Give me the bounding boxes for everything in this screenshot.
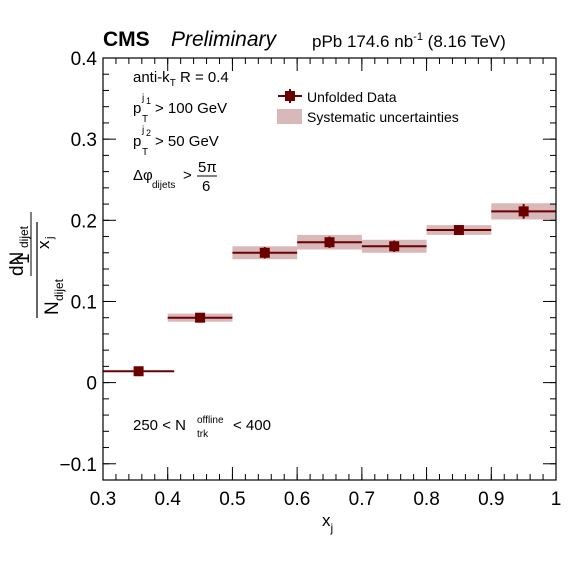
svg-text:2: 2 <box>146 128 151 138</box>
jet-algo-label: anti-kT R = 0.4 <box>133 69 229 89</box>
x-tick-label: 0.5 <box>219 489 245 510</box>
svg-text:>: > <box>183 167 192 184</box>
y-tick-label: 0.1 <box>71 292 97 313</box>
y-axis-label: 1 N dijet dN dijet x j <box>7 212 66 318</box>
svg-text:Δφ: Δφ <box>133 167 153 184</box>
multiplicity-label: 250 < N offline trk < 400 <box>133 415 271 440</box>
svg-text:> 50 GeV: > 50 GeV <box>155 133 219 150</box>
svg-text:5π: 5π <box>198 159 217 176</box>
svg-text:trk: trk <box>197 429 209 440</box>
axis-ticks <box>102 57 557 481</box>
data-point <box>297 236 362 248</box>
data-points <box>103 204 556 377</box>
x-tick-label: 0.8 <box>413 489 439 510</box>
data-point <box>103 366 175 377</box>
legend-syst-swatch <box>277 109 302 124</box>
svg-text:1: 1 <box>13 253 34 264</box>
svg-text:offline: offline <box>197 415 224 426</box>
pt1-cut-label: p j 1 T > 100 GeV <box>133 93 227 125</box>
x-tick-label: 0.9 <box>478 489 504 510</box>
x-axis-label: xj <box>322 511 333 535</box>
svg-text:> 100 GeV: > 100 GeV <box>155 100 227 117</box>
x-tick-label: 1 <box>551 489 562 510</box>
svg-text:x: x <box>34 240 53 249</box>
dphi-cut-label: Δφ dijets > 5π 6 <box>133 159 217 195</box>
x-tick-label: 0.7 <box>349 489 375 510</box>
data-point <box>361 240 427 252</box>
y-tick-label: 0.4 <box>71 49 98 70</box>
data-point <box>232 247 298 259</box>
systematic-bands <box>167 203 556 322</box>
header-experiment: CMS <box>103 28 150 51</box>
svg-text:6: 6 <box>202 178 210 195</box>
pt2-cut-label: p j 2 T > 50 GeV <box>133 125 219 158</box>
legend-syst-label: Systematic uncertainties <box>307 109 459 125</box>
svg-text:250 < N: 250 < N <box>133 417 186 434</box>
header-lumi: pPb 174.6 nb-1 (8.16 TeV) <box>312 31 506 51</box>
x-tick-label: 0.6 <box>284 489 310 510</box>
x-tick-label: 0.4 <box>155 489 182 510</box>
svg-text:1: 1 <box>146 96 151 106</box>
legend-data-marker <box>278 89 302 103</box>
svg-text:j: j <box>44 237 56 240</box>
svg-text:p: p <box>133 100 141 117</box>
header-status: Preliminary <box>171 28 278 51</box>
svg-text:p: p <box>133 133 141 150</box>
y-tick-label: 0.2 <box>71 211 97 232</box>
svg-text:dijets: dijets <box>152 180 175 191</box>
data-point <box>426 225 492 236</box>
svg-text:j: j <box>141 125 144 136</box>
y-tick-label: 0 <box>86 374 97 395</box>
svg-text:dijet: dijet <box>17 225 31 248</box>
svg-text:T: T <box>142 114 148 125</box>
svg-text:N: N <box>42 301 63 315</box>
svg-text:dijet: dijet <box>52 278 66 301</box>
legend-data-label: Unfolded Data <box>307 89 397 105</box>
data-point <box>167 312 233 323</box>
svg-text:dN: dN <box>7 252 28 276</box>
svg-text:< 400: < 400 <box>233 417 271 434</box>
svg-text:j: j <box>141 93 144 104</box>
y-tick-label: −0.1 <box>59 455 97 476</box>
x-tick-label: 0.3 <box>90 489 116 510</box>
svg-text:T: T <box>142 147 148 158</box>
y-tick-label: 0.3 <box>71 130 97 151</box>
legend: Unfolded Data Systematic uncertainties <box>277 89 459 125</box>
data-point <box>491 204 556 219</box>
tick-labels: 0.3 0.4 0.5 0.6 0.7 0.8 0.9 1 −0.1 0 0.1 0.2 0.3 0.4 <box>59 49 561 510</box>
